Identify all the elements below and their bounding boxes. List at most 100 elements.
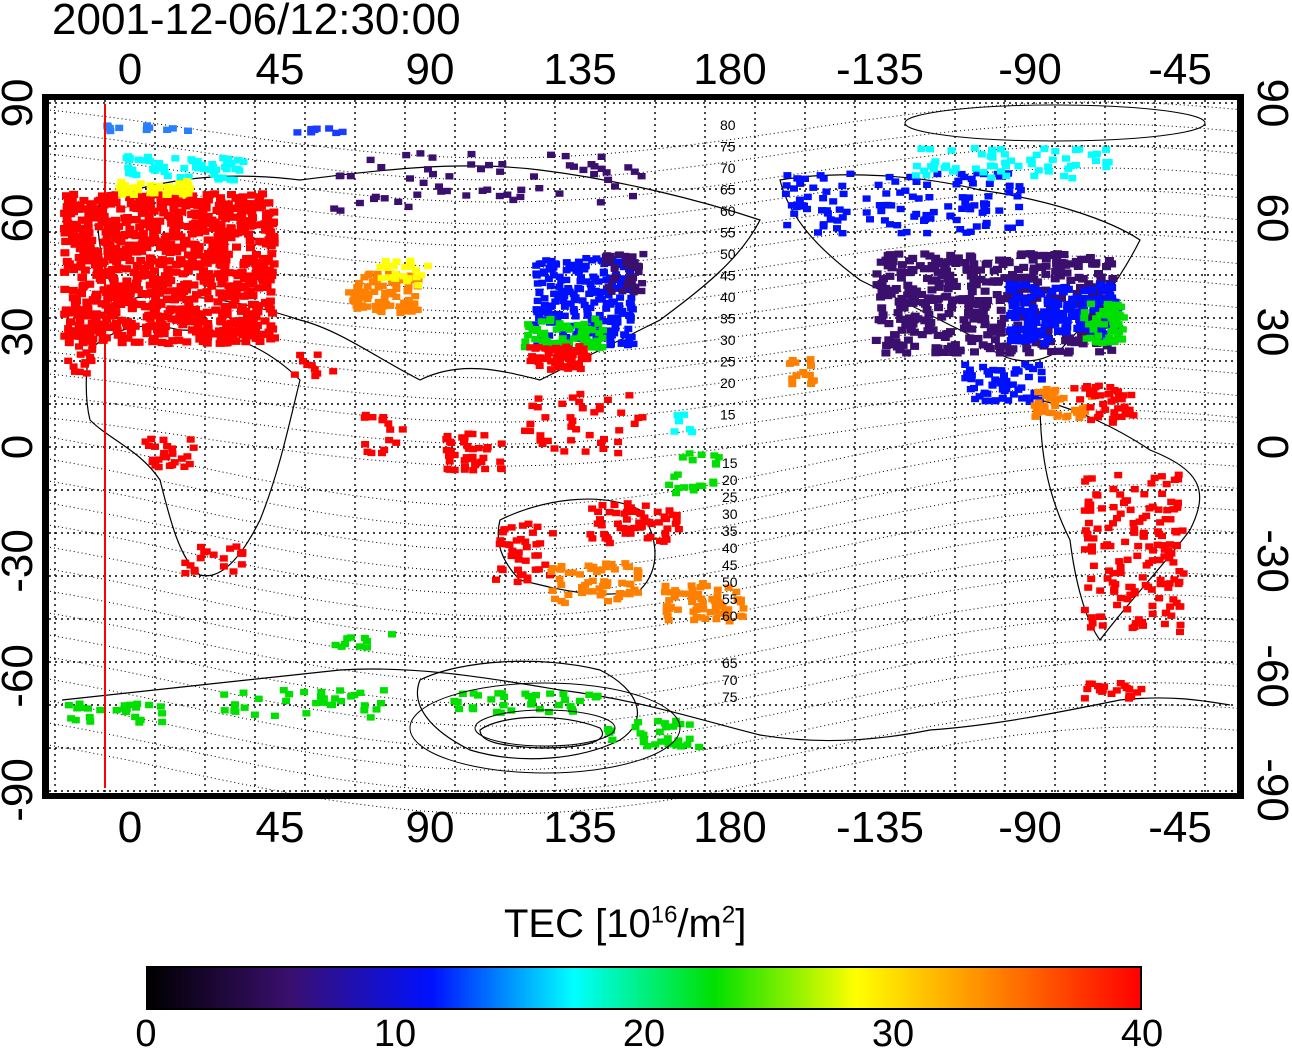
tec-pixel	[1013, 193, 1022, 200]
tec-pixel	[498, 529, 507, 536]
tec-pixel	[970, 348, 979, 356]
tec-pixel	[1165, 555, 1174, 562]
tec-pixel	[549, 263, 558, 271]
tec-pixel	[829, 198, 838, 205]
tec-pixel	[1057, 294, 1066, 302]
tec-pixel	[1063, 300, 1073, 309]
contour-label: 75	[722, 689, 738, 705]
tec-pixel	[82, 349, 91, 356]
tec-pixel	[1002, 172, 1011, 179]
tec-pixel	[122, 277, 132, 285]
tec-pixel	[803, 205, 811, 213]
tec-pixel	[1008, 331, 1017, 339]
tec-pixel	[964, 300, 974, 309]
tec-pixel	[1080, 507, 1089, 514]
tec-pixel	[537, 318, 546, 325]
tec-pixel	[424, 166, 432, 173]
tec-pixel	[928, 326, 938, 334]
tec-pixel	[583, 312, 592, 319]
tec-pixel	[391, 271, 400, 278]
tec-pixel	[631, 283, 640, 290]
tec-pixel	[680, 484, 689, 491]
tec-pixel	[1155, 595, 1164, 602]
tec-pixel	[236, 269, 246, 277]
tec-pixel	[631, 723, 640, 731]
tec-pixel	[1087, 614, 1096, 621]
tec-pixel	[70, 240, 80, 248]
tec-pixel	[555, 320, 564, 327]
tec-pixel	[119, 232, 128, 240]
tec-pixel	[1083, 530, 1092, 538]
tec-pixel	[1026, 274, 1036, 282]
tec-pixel	[368, 414, 377, 421]
tec-pixel	[1026, 311, 1036, 319]
tec-pixel	[1000, 151, 1009, 158]
tec-pixel	[174, 216, 183, 224]
tec-pixel	[739, 605, 748, 612]
tec-pixel	[822, 207, 831, 214]
tec-pixel	[346, 172, 355, 180]
tec-pixel	[634, 268, 643, 276]
tec-pixel	[350, 691, 359, 699]
tec-pixel	[145, 201, 155, 209]
tec-pixel	[210, 190, 220, 198]
tec-pixel	[960, 173, 969, 181]
tec-pixel	[232, 243, 241, 251]
tec-pixel	[1085, 254, 1095, 262]
tec-pixel	[544, 708, 553, 716]
tec-pixel	[555, 310, 563, 318]
tec-pixel	[587, 285, 596, 293]
tec-pixel	[1163, 507, 1172, 514]
tec-pixel	[392, 285, 401, 292]
tec-pixel	[639, 250, 648, 258]
tec-pixel	[168, 337, 178, 345]
tec-pixel	[353, 284, 362, 291]
tec-pixel	[177, 208, 187, 216]
tec-pixel	[248, 291, 258, 300]
tec-pixel	[1160, 553, 1169, 560]
tec-pixel	[97, 300, 107, 308]
tec-pixel	[1010, 313, 1020, 322]
tec-pixel	[498, 690, 506, 697]
tec-pixel	[255, 193, 265, 201]
tec-pixel	[111, 321, 121, 329]
tec-pixel	[232, 543, 241, 550]
tec-pixel	[145, 281, 155, 289]
tec-pixel	[199, 165, 208, 173]
tec-pixel	[413, 191, 422, 198]
tec-pixel	[1031, 339, 1041, 347]
tec-pixel	[128, 300, 138, 308]
tec-pixel	[1087, 286, 1097, 294]
tec-pixel	[1089, 535, 1098, 542]
tec-pixel	[66, 309, 76, 317]
tec-pixel	[1041, 270, 1051, 278]
tec-pixel	[60, 310, 70, 318]
tec-pixel	[872, 270, 882, 278]
tec-pixel	[507, 707, 516, 714]
tec-pixel	[718, 603, 727, 610]
tec-pixel	[135, 198, 145, 206]
tec-pixel	[149, 335, 158, 343]
tec-pixel	[1167, 612, 1176, 619]
tec-pixel	[979, 363, 988, 371]
tec-pixel	[1093, 525, 1102, 532]
right-lat-label: -30	[1248, 529, 1292, 593]
tec-pixel	[582, 255, 591, 262]
tec-pixel	[566, 703, 575, 710]
tec-pixel	[958, 295, 968, 303]
tec-pixel	[404, 203, 413, 211]
tec-pixel	[838, 182, 847, 190]
tec-pixel	[881, 256, 891, 264]
tec-pixel	[944, 310, 954, 318]
tec-pixel	[144, 153, 152, 161]
tec-pixel	[788, 380, 797, 388]
tec-pixel	[982, 301, 991, 309]
left-lat-label: -30	[0, 529, 42, 593]
tec-pixel	[568, 569, 577, 576]
tec-pixel	[81, 205, 91, 213]
tec-pixel	[164, 269, 174, 277]
tec-pixel	[150, 306, 160, 314]
tec-pixel	[1081, 330, 1091, 338]
tec-pixel	[1140, 491, 1149, 498]
tec-pixel	[1138, 618, 1147, 626]
